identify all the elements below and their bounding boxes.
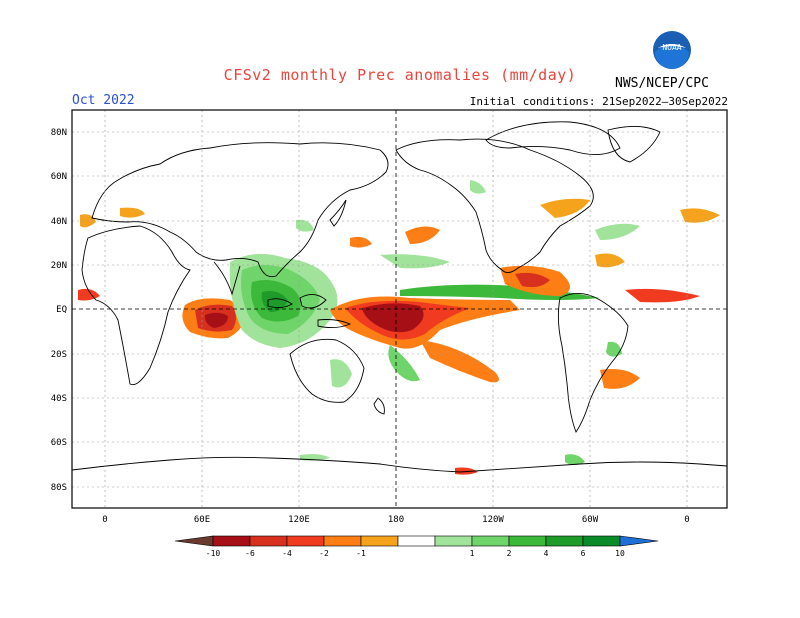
- agency-label: NWS/NCEP/CPC: [615, 76, 709, 91]
- valid-month: Oct 2022: [72, 93, 135, 108]
- colorbar-swatch: [323, 535, 362, 547]
- colorbar-tick-label: -2: [319, 549, 329, 558]
- lon-label: 60E: [194, 515, 210, 525]
- lat-label: 80N: [51, 128, 67, 138]
- colorbar-swatch: [360, 535, 399, 547]
- initial-conditions: Initial conditions: 21Sep2022–30Sep2022: [469, 95, 728, 108]
- colorbar-tick-label: 6: [581, 549, 586, 558]
- colorbar-left-arrow: [174, 535, 214, 547]
- noaa-logo-icon: NOAA: [653, 31, 691, 69]
- colorbar-tick-label: 1: [470, 549, 475, 558]
- colorbar-swatch: [471, 535, 510, 547]
- longitude-labels: 0 60E 120E 180 120W 60W 0: [102, 515, 689, 525]
- lat-label: 60N: [51, 172, 67, 182]
- colorbar-swatch: [286, 535, 325, 547]
- lon-label: 0: [684, 515, 689, 525]
- colorbar-tick-label: -4: [282, 549, 292, 558]
- map-frame: [71, 109, 728, 509]
- lat-label: 60S: [51, 438, 67, 448]
- lon-label: 60W: [582, 515, 599, 525]
- map-title: CFSv2 monthly Prec anomalies (mm/day): [223, 66, 577, 84]
- lon-label: 120W: [482, 515, 504, 525]
- colorbar-right-arrow: [619, 535, 659, 547]
- lat-label: 80S: [51, 483, 67, 493]
- colorbar-swatch: [582, 535, 621, 547]
- colorbar-tick-label: -6: [245, 549, 255, 558]
- lat-label: 20S: [51, 350, 67, 360]
- lon-label: 0: [102, 515, 107, 525]
- colorbar: -10 -6 -4 -2 -1 1 2 4 6 10: [174, 535, 659, 558]
- colorbar-tick-label: -10: [206, 549, 221, 558]
- lat-label: 40N: [51, 217, 67, 227]
- colorbar-swatch: [545, 535, 584, 547]
- colorbar-tick-label: 10: [615, 549, 625, 558]
- colorbar-swatch: [249, 535, 288, 547]
- lon-label: 120E: [288, 515, 310, 525]
- colorbar-tick-label: 2: [507, 549, 512, 558]
- colorbar-tick-label: -1: [356, 549, 366, 558]
- logo-text: NOAA: [662, 43, 681, 52]
- lon-label: 180: [388, 515, 404, 525]
- colorbar-tick-label: 4: [544, 549, 549, 558]
- graticule: [72, 110, 727, 508]
- coastlines: [72, 121, 727, 473]
- lat-label: 20N: [51, 261, 67, 271]
- colorbar-swatch: [397, 535, 436, 547]
- lat-label: EQ: [56, 305, 67, 315]
- colorbar-swatch: [434, 535, 473, 547]
- latitude-labels: 80N 60N 40N 20N EQ 20S 40S 60S 80S: [51, 128, 67, 493]
- anomaly-fields: [78, 180, 720, 475]
- colorbar-swatch: [212, 535, 251, 547]
- lat-label: 40S: [51, 394, 67, 404]
- colorbar-swatch: [508, 535, 547, 547]
